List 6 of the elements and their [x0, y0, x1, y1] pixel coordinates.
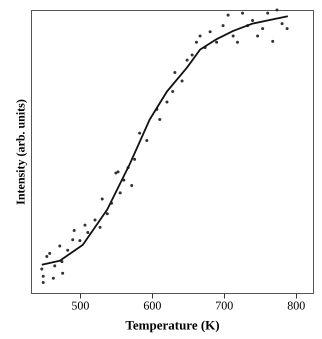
x-tick-label: 800	[287, 298, 306, 312]
x-tick-label: 700	[215, 298, 234, 312]
x-axis-title: Temperature (K)	[125, 318, 220, 332]
x-tick-label: 600	[143, 298, 162, 312]
y-axis-title: Intensity (arb. units)	[14, 99, 28, 205]
x-tick-label: 500	[71, 298, 90, 312]
